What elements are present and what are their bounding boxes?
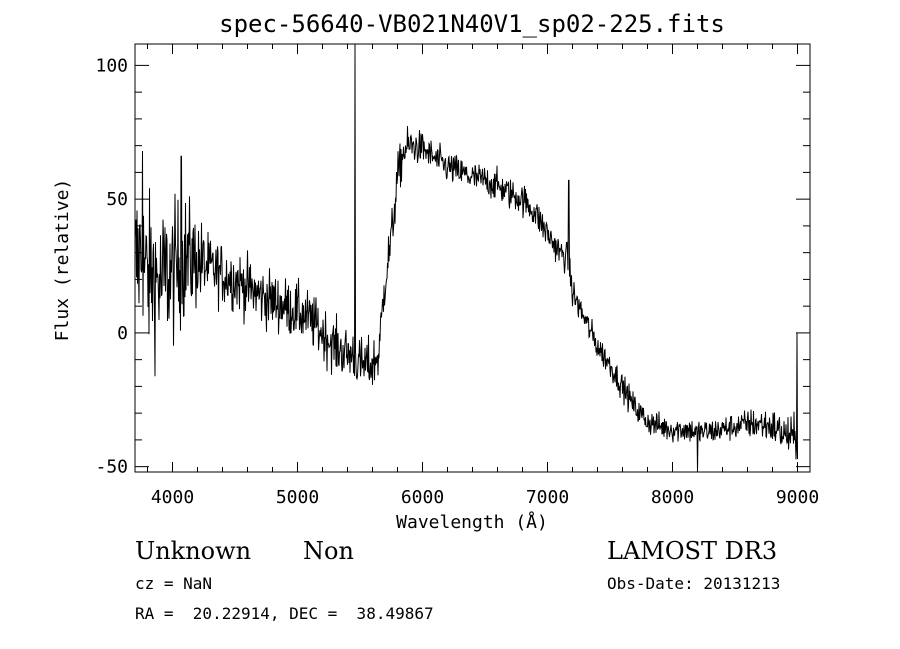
- obs-date: Obs-Date: 20131213: [607, 574, 780, 593]
- survey-name: LAMOST DR3: [607, 537, 777, 565]
- redshift-cz: cz = NaN: [135, 574, 212, 593]
- ra-dec: RA = 20.22914, DEC = 38.49867: [135, 604, 434, 623]
- x-tick-label: 4000: [151, 487, 194, 508]
- object-class: Unknown: [135, 537, 251, 565]
- y-tick-label: -50: [95, 457, 128, 478]
- object-subclass: Non: [303, 537, 354, 565]
- spectrum-series-line: [134, 43, 798, 473]
- axis-ticks: [135, 44, 810, 472]
- x-tick-label: 6000: [401, 487, 444, 508]
- y-tick-label: 100: [95, 55, 128, 76]
- plot-frame: [134, 43, 811, 473]
- y-tick-label: 50: [106, 189, 128, 210]
- x-tick-label: 9000: [776, 487, 819, 508]
- x-tick-label: 7000: [526, 487, 569, 508]
- axis-tick-labels: 4000 5000 6000 7000 8000 9000 -50 0 50 100: [95, 55, 819, 508]
- x-tick-label: 5000: [276, 487, 319, 508]
- y-axis-label: Flux (relative): [52, 179, 73, 342]
- y-tick-label: 0: [117, 323, 128, 344]
- x-axis-label: Wavelength (Å): [396, 511, 548, 533]
- x-tick-label: 8000: [651, 487, 694, 508]
- chart-title: spec-56640-VB021N40V1_sp02-225.fits: [219, 10, 725, 38]
